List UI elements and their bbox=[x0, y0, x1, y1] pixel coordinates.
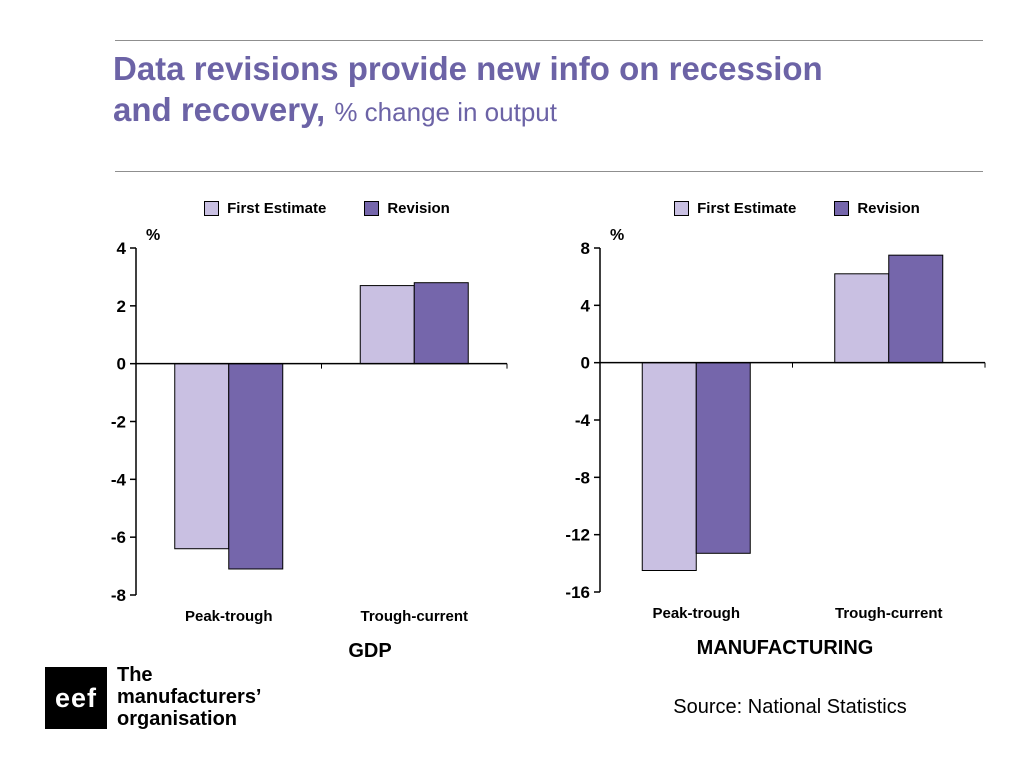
svg-text:-8: -8 bbox=[111, 586, 126, 605]
legend-item-revision: Revision bbox=[364, 200, 450, 217]
svg-text:-8: -8 bbox=[575, 468, 590, 487]
revision-label: Revision bbox=[387, 199, 450, 217]
gdp-chart: First Estimate Revision Peak-trough Troug… bbox=[90, 196, 520, 635]
title-line1: Data revisions provide new info on reces… bbox=[113, 50, 823, 87]
legend-item-first-estimate: First Estimate bbox=[674, 200, 796, 217]
first-estimate-label: First Estimate bbox=[697, 199, 797, 217]
svg-text:-4: -4 bbox=[111, 470, 127, 489]
page-title: Data revisions provide new info on reces… bbox=[113, 48, 1003, 133]
manufacturing-title: MANUFACTURING bbox=[696, 637, 874, 659]
logo-caption-line2: manufacturers’ bbox=[117, 686, 262, 708]
logo-caption-line3: organisation bbox=[117, 708, 238, 730]
svg-text:0: 0 bbox=[581, 354, 590, 373]
legend-item-revision: Revision bbox=[834, 200, 920, 217]
first-estimate-label: First Estimate bbox=[227, 199, 327, 217]
svg-text:Peak-trough: Peak-trough bbox=[652, 605, 740, 622]
title-underline-rule bbox=[115, 171, 983, 172]
eef-logo-text: eef bbox=[54, 682, 98, 713]
svg-text:-12: -12 bbox=[565, 526, 590, 545]
svg-text:Trough-current: Trough-current bbox=[361, 608, 469, 625]
first-estimate-swatch bbox=[674, 200, 690, 216]
svg-text:-16: -16 bbox=[565, 583, 590, 602]
legend-item-first-estimate: First Estimate bbox=[204, 200, 326, 217]
revision-swatch bbox=[834, 200, 850, 216]
svg-text:8: 8 bbox=[581, 239, 590, 258]
svg-text:Peak-trough: Peak-trough bbox=[185, 608, 273, 625]
eef-logo: eef bbox=[45, 667, 107, 729]
title-line2: and recovery, bbox=[113, 91, 326, 128]
manufacturing-chart: First Estimate Revision Peak-trough Troug… bbox=[555, 196, 995, 635]
svg-text:Trough-current: Trough-current bbox=[835, 605, 943, 622]
svg-text:-4: -4 bbox=[575, 411, 591, 430]
svg-text:2: 2 bbox=[117, 297, 126, 316]
gdp-title: GDP bbox=[348, 640, 392, 662]
logo-caption: The manufacturers’ organisation bbox=[117, 664, 262, 730]
svg-text:%: % bbox=[146, 227, 160, 244]
gdp-plot: Peak-trough Trough-current 4 2 0 -2 -4 -6 -8% bbox=[90, 226, 520, 635]
svg-text:-2: -2 bbox=[111, 413, 126, 432]
first-estimate-swatch bbox=[204, 200, 220, 216]
revision-swatch bbox=[364, 200, 380, 216]
manufacturing-plot: Peak-trough Trough-current 8 4 0 -4 -8 -12 -16% bbox=[555, 226, 995, 635]
svg-text:4: 4 bbox=[581, 296, 591, 315]
title-subtitle: % change in output bbox=[334, 97, 557, 127]
logo-caption-line1: The bbox=[117, 664, 153, 686]
svg-text:0: 0 bbox=[117, 355, 126, 374]
top-rule bbox=[115, 40, 983, 41]
svg-text:%: % bbox=[610, 227, 624, 244]
revision-label: Revision bbox=[857, 199, 920, 217]
svg-text:4: 4 bbox=[117, 239, 127, 258]
gdp-legend: First Estimate Revision bbox=[90, 196, 520, 220]
manufacturing-legend: First Estimate Revision bbox=[555, 196, 995, 220]
source-note: Source: National Statistics bbox=[673, 696, 907, 718]
svg-text:-6: -6 bbox=[111, 528, 126, 547]
